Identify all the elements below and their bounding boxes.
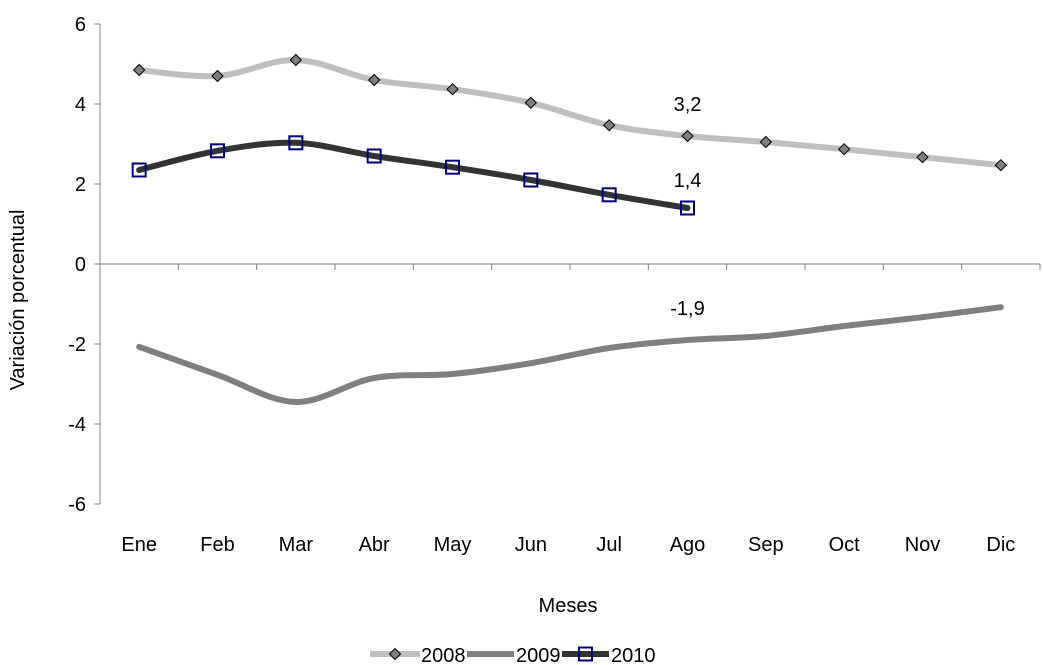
- data-point-2008: [837, 142, 851, 156]
- data-point-2010: [523, 172, 539, 188]
- x-tick-label: Feb: [200, 534, 234, 556]
- series-line-2010: [136, 139, 691, 211]
- x-tick-label: Abr: [359, 534, 390, 556]
- legend: 2008 2009 2010: [370, 645, 656, 665]
- y-tick-label: -6: [68, 494, 86, 516]
- y-axis-title: Variación porcentual: [7, 210, 29, 391]
- legend-label: 2010: [611, 645, 656, 665]
- y-tick-label: -4: [68, 414, 86, 436]
- series-line-2009: [136, 304, 1004, 406]
- y-tick-label: 2: [75, 174, 86, 196]
- data-point-2008: [681, 129, 694, 143]
- data-point-2010: [445, 159, 460, 175]
- legend-item-2009: 2009: [467, 645, 561, 665]
- annotation-layer: 3,2 1,4 -1,9: [670, 94, 704, 320]
- data-point-2010: [288, 135, 304, 151]
- x-tick-label: Oct: [829, 534, 861, 556]
- data-point-2010: [366, 148, 382, 164]
- x-tick-label: Jun: [515, 534, 547, 556]
- data-point-2010: [601, 187, 617, 203]
- y-tick-label: -2: [68, 334, 86, 356]
- series-line-2008: [136, 56, 1004, 169]
- data-point-2008: [759, 135, 773, 149]
- series-2009: [136, 304, 1004, 406]
- x-tick-label: May: [434, 534, 472, 556]
- data-point-2010: [210, 143, 225, 159]
- series-layer: [131, 53, 1008, 406]
- x-axis-title: Meses: [539, 595, 598, 617]
- data-point-2010: [680, 200, 695, 216]
- x-tick-label: Dic: [986, 534, 1015, 556]
- data-point-2008: [289, 53, 303, 67]
- legend-item-2010: 2010: [562, 645, 656, 665]
- series-2010: [131, 135, 695, 216]
- legend-marker: [388, 647, 402, 661]
- data-label: 3,2: [674, 94, 702, 116]
- data-label: 1,4: [674, 170, 702, 192]
- data-point-2008: [524, 96, 538, 110]
- data-point-2008: [602, 118, 616, 132]
- data-label: -1,9: [670, 298, 704, 320]
- data-point-2008: [916, 150, 929, 164]
- x-tick-label: Nov: [905, 534, 941, 556]
- y-tick-label: 6: [75, 14, 86, 36]
- x-tick-label: Jul: [596, 534, 622, 556]
- data-point-2010: [131, 162, 147, 178]
- x-tick-label: Mar: [279, 534, 314, 556]
- data-point-2008: [132, 63, 146, 77]
- legend-marker: [578, 646, 593, 662]
- data-point-2008: [994, 158, 1008, 172]
- data-point-2008: [367, 73, 381, 87]
- y-tick-label: 4: [75, 94, 86, 116]
- x-tick-label: Sep: [748, 534, 784, 556]
- data-point-2008: [211, 69, 224, 83]
- data-point-2008: [446, 82, 459, 96]
- legend-item-2008: 2008: [370, 645, 466, 665]
- legend-label: 2008: [421, 645, 466, 665]
- x-tick-label: Ene: [121, 534, 157, 556]
- y-tick-label: 0: [75, 254, 86, 276]
- x-tick-label: Ago: [670, 534, 706, 556]
- series-2008: [132, 53, 1008, 172]
- chart-axes: -6 -4 -2 0 2 4 6 Ene Feb Mar Abr May Jun Jul Ago Sep Oct…: [68, 14, 1041, 556]
- legend-label: 2009: [516, 645, 561, 665]
